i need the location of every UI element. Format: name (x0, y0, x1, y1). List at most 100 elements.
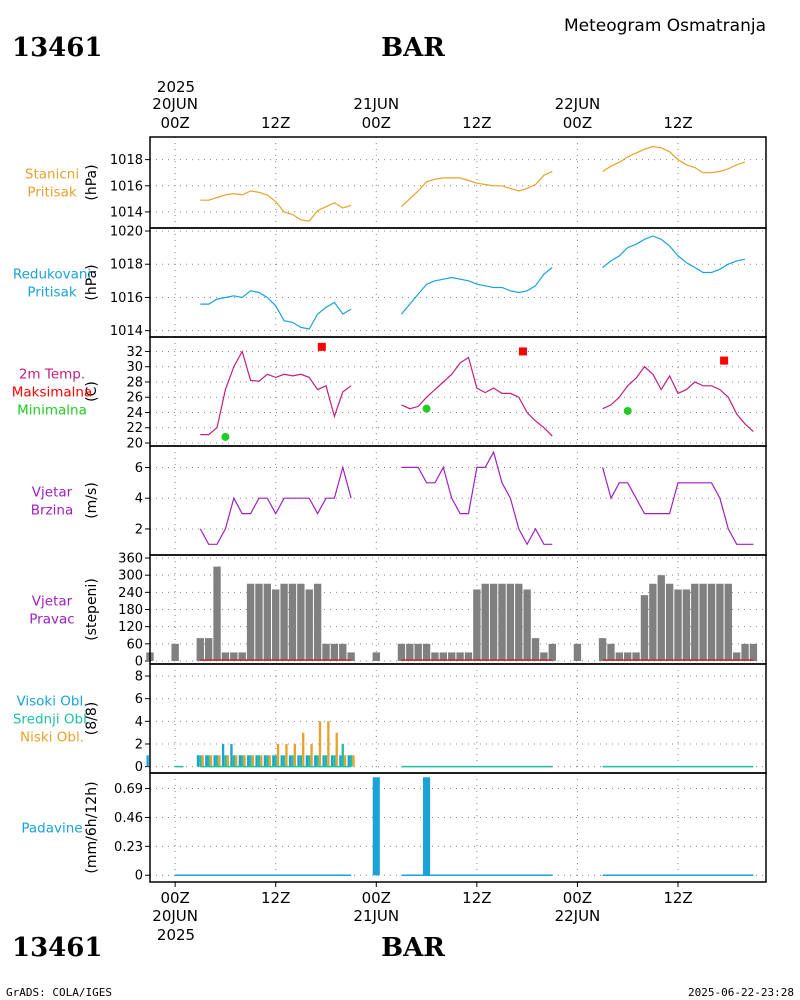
direction-bar (624, 652, 632, 661)
y-tick-label: 60 (126, 637, 143, 652)
direction-bar (313, 583, 322, 661)
direction-bar (339, 643, 347, 661)
cloud-bar (330, 755, 334, 767)
direction-bar (732, 652, 741, 661)
station-name-top: BAR (381, 33, 445, 63)
panel-label: Vjetar (32, 485, 73, 501)
y-tick-label: 2 (135, 737, 143, 752)
y-axis-label: (stepeni) (84, 578, 100, 641)
panel-label: Maksimalna (12, 385, 93, 401)
direction-bar (448, 652, 456, 661)
direction-bar (699, 583, 707, 661)
cloud-bar (308, 755, 311, 767)
direction-bar (615, 652, 624, 661)
cloud-bar (238, 755, 242, 767)
cloud-bar (251, 755, 255, 767)
direction-bar (489, 583, 498, 661)
direction-bar (473, 589, 481, 661)
panel-wind-speed: 2 4 6 (m/s) Vjetar Brzina (31, 445, 767, 556)
cloud-bar (146, 755, 149, 767)
cloud-bar (247, 755, 250, 767)
cloud-bar (276, 743, 280, 767)
series-line (200, 290, 352, 330)
cloud-bar (268, 755, 271, 767)
cloud-bar (302, 732, 305, 767)
panel-reduced-pressure: 1014 1016 1018 1020 (hPa)Redukovani Pritisak (13, 225, 767, 339)
direction-bar (464, 652, 473, 661)
direction-bar (221, 652, 230, 661)
series-line (602, 145, 746, 174)
panel-label: Srednji Obl. (13, 712, 91, 728)
y-axis-label: (m/s) (84, 482, 100, 519)
direction-bar (749, 643, 758, 661)
y-axis-label: (mm/6h/12h) (84, 781, 100, 873)
bottom-date-label: 20JUN (152, 907, 198, 925)
top-date-label: 21JUN (353, 95, 399, 113)
panel-station-pressure: 1014 1016 1018 (hPa) Stanicni Pritisak (25, 136, 767, 229)
series-line (200, 190, 352, 222)
cloud-bar (201, 755, 204, 767)
top-date-label: 22JUN (555, 95, 601, 113)
y-tick-label: 24 (126, 406, 143, 421)
cloud-bar (343, 755, 347, 767)
cloud-bar (324, 755, 328, 767)
direction-bar (255, 583, 263, 661)
cloud-bar (282, 755, 286, 767)
top-date-label: 20JUN (152, 95, 198, 113)
cloud-bar (232, 755, 235, 767)
cloud-bar (349, 755, 353, 767)
y-tick-label: 4 (135, 715, 143, 730)
panel-label: Padavine (21, 821, 82, 837)
bottom-date-label: 22JUN (555, 907, 601, 925)
panel-frame (149, 227, 767, 338)
y-tick-label: 300 (118, 569, 143, 584)
panel-label: 2m Temp. (19, 367, 85, 383)
top-hour-label: 12Z (462, 114, 491, 132)
y-axis-label: (8/8) (84, 702, 100, 735)
cloud-bar (314, 755, 317, 767)
station-name-bottom: BAR (381, 933, 445, 963)
direction-bar (431, 652, 439, 661)
direction-bar (196, 638, 204, 661)
direction-bar (691, 583, 699, 661)
cloud-bar (327, 721, 330, 767)
cloud-bar (333, 755, 336, 767)
cloud-bar (285, 743, 288, 767)
y-axis-label: (C) (84, 381, 100, 402)
cloud-bar (280, 755, 283, 767)
y-tick-label: 0.23 (114, 840, 143, 855)
cloud-bar (347, 755, 350, 767)
direction-bar (280, 583, 288, 661)
meteogram-subtitle: Meteogram Osmatranja (564, 16, 766, 36)
cloud-bar (257, 755, 261, 767)
direction-bar (272, 589, 280, 661)
y-tick-label: 180 (118, 603, 143, 618)
direction-bar (506, 583, 515, 661)
direction-bar (523, 589, 531, 661)
top-year-label: 2025 (157, 78, 195, 96)
cloud-bar (288, 755, 292, 767)
direction-bar (548, 643, 556, 661)
direction-bar (707, 583, 716, 661)
cloud-bar (224, 755, 227, 767)
max-temp-marker (720, 356, 729, 365)
cloud-bar (341, 743, 344, 767)
cloud-bar (226, 755, 229, 767)
bottom-hour-label: 00Z (563, 889, 592, 907)
direction-bar (263, 583, 272, 661)
cloud-bar (274, 755, 277, 767)
y-tick-label: 360 (118, 552, 143, 567)
y-axis-label: (hPa) (84, 164, 100, 200)
min-temp-marker (422, 404, 431, 413)
bottom-date-label: 21JUN (353, 907, 399, 925)
cloud-bar (234, 755, 238, 767)
series-line (401, 356, 553, 437)
cloud-bar (297, 755, 300, 767)
panel-label: Vjetar (32, 594, 73, 610)
cloud-bar (207, 755, 210, 767)
y-tick-label: 32 (126, 345, 143, 360)
station-id-bottom: 13461 (12, 933, 102, 963)
panel-frame (149, 136, 767, 229)
y-tick-label: 8 (135, 670, 143, 685)
